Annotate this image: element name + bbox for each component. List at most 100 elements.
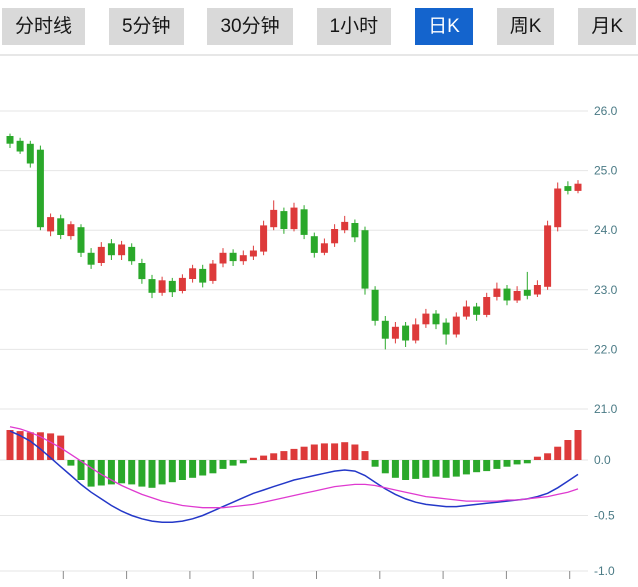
macd-axis-label: 0.0 (594, 453, 611, 467)
candle-body (320, 243, 328, 253)
macd-histogram-bar (320, 443, 328, 460)
macd-histogram-bar (47, 433, 55, 460)
macd-histogram-bar (219, 460, 227, 469)
candle-body (158, 280, 166, 293)
candle-body (209, 263, 217, 281)
candle-body (148, 279, 156, 293)
tab-30min[interactable]: 30分钟 (207, 8, 293, 45)
tab-daily-k-label: 日K (428, 16, 460, 37)
macd-histogram-bar (554, 446, 562, 460)
candle-body (36, 149, 44, 228)
macd-histogram-bar (523, 460, 531, 464)
candle-body (412, 324, 420, 341)
candle-body (199, 268, 207, 283)
tab-1hour-label: 1小时 (329, 16, 379, 37)
candle-body (513, 291, 521, 301)
macd-histogram-bar (361, 451, 369, 460)
macd-histogram-bar (473, 460, 481, 473)
macd-histogram-bar (209, 460, 217, 474)
candle-body (554, 188, 562, 228)
macd-histogram-bar (462, 460, 470, 475)
macd-histogram-bar (422, 460, 430, 478)
candle-body (26, 143, 34, 164)
tab-5min[interactable]: 5分钟 (108, 8, 184, 45)
candle-body (310, 236, 318, 253)
candle-body (300, 209, 308, 235)
candle-body (574, 183, 582, 191)
macd-histogram-bar (371, 460, 379, 467)
candle-body (473, 306, 481, 315)
kline-macd-chart[interactable]: 26.0 25.0 24.0 23.0 22.0 21.0 0.0 -0.5 -1.0 (0, 45, 638, 580)
candle-body (67, 224, 75, 237)
macd-histogram-bar (128, 460, 136, 485)
tab-monthly-k[interactable]: 月K (578, 8, 636, 45)
macd-histogram-bar (36, 432, 44, 461)
macd-histogram-bar (239, 460, 247, 464)
macd-histogram-bar (341, 442, 349, 460)
macd-histogram-bar (402, 460, 410, 480)
macd-histogram-bar (168, 460, 176, 483)
candle-body (432, 313, 440, 325)
macd-histogram-bar (290, 448, 298, 460)
macd-histogram-bar (270, 453, 278, 460)
macd-histogram-bar (391, 460, 399, 478)
macd-histogram-bar (6, 430, 14, 460)
macd-histogram-bar (138, 460, 146, 487)
macd-histogram-bar (574, 430, 582, 460)
tab-weekly-k[interactable]: 周K (496, 8, 555, 45)
candle-body (483, 297, 491, 315)
macd-histogram-bar (412, 460, 420, 479)
macd-histogram-bar (442, 460, 450, 478)
candle-body (107, 243, 115, 256)
candle-body (391, 326, 399, 339)
candle-body (47, 217, 55, 232)
macd-histogram-bar (533, 456, 541, 460)
tab-30min-label: 30分钟 (220, 16, 280, 37)
price-axis-label: 22.0 (594, 342, 618, 356)
macd-histogram-bar (158, 460, 166, 485)
candle-body (341, 221, 349, 231)
price-axis-label: 26.0 (594, 104, 618, 118)
macd-histogram-bar (189, 460, 197, 478)
candle-body (422, 313, 430, 325)
candle-body (381, 320, 389, 339)
tab-5min-label: 5分钟 (121, 16, 171, 37)
macd-histogram-bar (493, 460, 501, 469)
candle-body (77, 227, 85, 253)
macd-histogram-bar (300, 446, 308, 460)
candle-body (219, 252, 227, 264)
tab-daily-k[interactable]: 日K (415, 8, 473, 45)
candle-body (189, 268, 197, 279)
candle-body (57, 218, 65, 235)
candle-body (544, 225, 552, 287)
candle-body (138, 263, 146, 280)
price-axis-label: 21.0 (594, 402, 618, 416)
dif-line (9, 430, 579, 523)
macd-histogram-bar (97, 460, 105, 486)
candle-body (523, 289, 531, 296)
candle-body (128, 246, 136, 262)
price-axis-label: 24.0 (594, 223, 618, 237)
candle-body (331, 229, 339, 244)
candle-body (97, 246, 105, 263)
tab-timeshare[interactable]: 分时线 (2, 8, 86, 45)
candle-body (249, 250, 257, 257)
macd-histogram-bar (229, 460, 237, 466)
macd-histogram-bar (331, 443, 339, 460)
candle-body (462, 306, 470, 317)
macd-axis-label: -1.0 (594, 564, 615, 578)
macd-histogram-bar (118, 460, 126, 484)
macd-histogram-bar (260, 455, 268, 460)
candle-body (503, 288, 511, 301)
candle-body (371, 289, 379, 321)
candle-body (6, 136, 14, 144)
candle-body (351, 223, 359, 238)
candle-body (361, 230, 369, 289)
candle-body (239, 255, 247, 262)
tab-1hour[interactable]: 1小时 (316, 8, 392, 45)
macd-histogram-bar (432, 460, 440, 477)
macd-histogram-bar (564, 440, 572, 460)
candle-body (118, 244, 126, 256)
candle-body (229, 252, 237, 262)
candle-body (290, 207, 298, 230)
